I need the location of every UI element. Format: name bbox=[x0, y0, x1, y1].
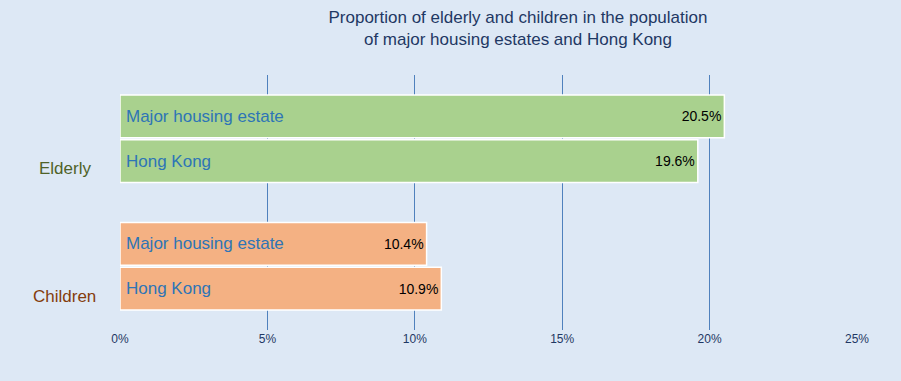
svg-text:Proportion of elderly and chil: Proportion of elderly and children in th… bbox=[328, 8, 707, 49]
svg-text:0%: 0% bbox=[111, 332, 129, 346]
svg-text:Major housing estate: Major housing estate bbox=[126, 234, 284, 253]
svg-text:Elderly: Elderly bbox=[39, 159, 91, 178]
svg-text:20%: 20% bbox=[698, 332, 722, 346]
svg-text:10%: 10% bbox=[403, 332, 427, 346]
svg-text:20.5%: 20.5% bbox=[682, 108, 722, 124]
svg-text:10.4%: 10.4% bbox=[384, 236, 424, 252]
svg-text:Hong Kong: Hong Kong bbox=[126, 152, 211, 171]
svg-text:5%: 5% bbox=[259, 332, 277, 346]
svg-text:15%: 15% bbox=[550, 332, 574, 346]
svg-text:19.6%: 19.6% bbox=[655, 153, 695, 169]
svg-text:Children: Children bbox=[33, 287, 96, 306]
svg-text:Hong Kong: Hong Kong bbox=[126, 279, 211, 298]
svg-text:Major housing estate: Major housing estate bbox=[126, 107, 284, 126]
svg-text:25%: 25% bbox=[845, 332, 869, 346]
svg-text:10.9%: 10.9% bbox=[399, 281, 439, 297]
